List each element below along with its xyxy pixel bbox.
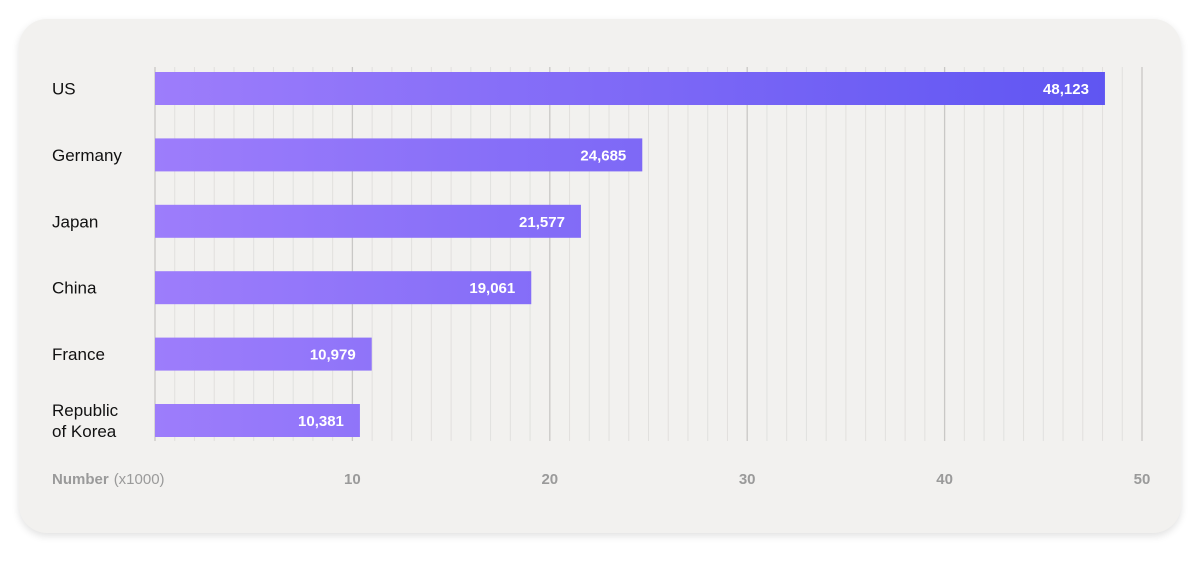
category-label-line: of Korea (52, 422, 117, 441)
category-label: Japan (52, 212, 98, 231)
x-tick-label: 40 (936, 471, 953, 488)
category-label-line: Japan (52, 212, 98, 231)
x-axis-title-unit: (x1000) (114, 471, 165, 488)
bar-value-label: 19,061 (469, 280, 515, 297)
x-tick-label: 20 (541, 471, 558, 488)
category-label-line: China (52, 279, 97, 298)
grid-lines (154, 67, 1143, 441)
category-label: China (52, 279, 97, 298)
x-axis: Number (x1000) 10 20 30 40 50 (52, 471, 1150, 488)
bar-china (155, 271, 532, 305)
category-label: US (52, 80, 76, 99)
bar-value-label: 10,381 (298, 413, 344, 430)
bar-us (155, 72, 1105, 105)
bar-france (155, 337, 372, 371)
x-axis-title: Number (x1000) (52, 471, 165, 488)
bar-japan (155, 204, 581, 238)
category-labels: US Germany Japan China France Republic of Kore… (52, 80, 122, 442)
bar-value-label: 21,577 (519, 214, 565, 231)
category-label: Germany (52, 146, 122, 165)
category-label-line: US (52, 80, 76, 99)
x-tick-label: 30 (739, 471, 756, 488)
x-tick-label: 10 (344, 471, 361, 488)
bar-value-label: 24,685 (580, 147, 626, 164)
category-label: Republic of Korea (52, 401, 119, 441)
category-label-line: Republic (52, 401, 119, 420)
category-label-line: Germany (52, 146, 122, 165)
bars: 48,123 24,685 21,577 19,061 10,979 10,381 (155, 72, 1105, 437)
bar-republic-of-korea (155, 404, 360, 437)
category-label-line: France (52, 345, 105, 364)
x-axis-title-main: Number (52, 471, 109, 488)
category-label: France (52, 345, 105, 364)
bar-value-label: 10,979 (310, 347, 356, 364)
x-tick-label: 50 (1134, 471, 1151, 488)
bar-value-label: 48,123 (1043, 81, 1089, 98)
bar-germany (155, 138, 643, 172)
